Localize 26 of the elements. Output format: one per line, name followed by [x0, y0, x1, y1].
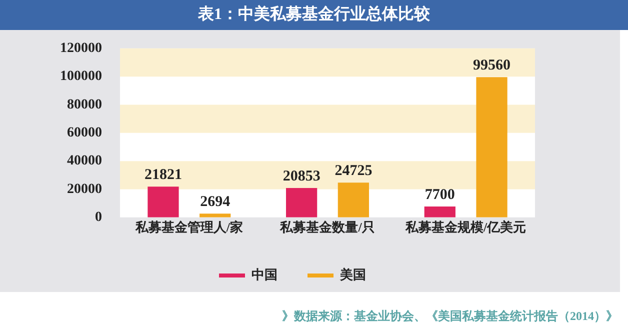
data-label: 7700	[424, 186, 455, 203]
x-tick-label: 私募基金管理人/家	[134, 220, 243, 235]
x-tick-label: 私募基金数量/只	[279, 220, 375, 235]
bar	[476, 77, 508, 218]
data-label: 20853	[282, 168, 320, 184]
bar	[424, 206, 456, 218]
data-label: 2694	[200, 194, 231, 210]
bar	[338, 182, 369, 218]
y-tick-label: 80000	[67, 97, 102, 112]
text: 》数据来源：基金业协会、《美国私募基金统计报告（2014）》	[282, 308, 618, 325]
data-label: 24725	[334, 162, 372, 179]
bar	[286, 188, 318, 218]
y-tick-label: 120000	[60, 41, 102, 56]
data-label: 99560	[473, 58, 511, 74]
chart-title: 表1：中美私募基金行业总体比较	[0, 0, 628, 30]
x-tick-label: 私募基金规模/亿美元	[404, 220, 526, 235]
y-tick-label: 20000	[67, 182, 102, 197]
data-label: 21821	[144, 167, 182, 184]
y-tick-label: 100000	[60, 69, 102, 84]
y-tick-label: 0	[95, 210, 102, 226]
legend-label: 中国	[252, 266, 278, 282]
legend-label: 美国	[339, 266, 366, 282]
bar	[200, 214, 231, 218]
y-tick-label: 60000	[67, 126, 102, 141]
y-tick-label: 40000	[67, 154, 102, 169]
bar	[148, 186, 179, 218]
